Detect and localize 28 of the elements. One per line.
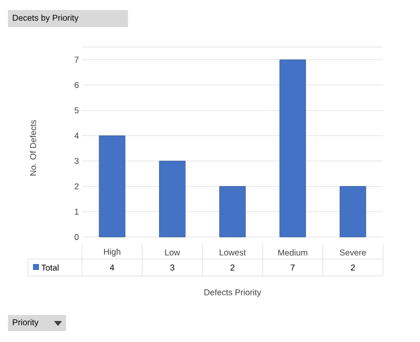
y-tick-label: 4 bbox=[74, 132, 79, 139]
x-tick-label: Low bbox=[165, 250, 180, 256]
y-tick-label: 5 bbox=[74, 107, 79, 114]
data-label: 2 bbox=[350, 264, 355, 270]
chart-title: Decets by Priority bbox=[12, 14, 79, 22]
x-tick-label: Lowest bbox=[220, 250, 246, 256]
text: Priority bbox=[12, 319, 39, 327]
y-tick-label: 2 bbox=[74, 183, 79, 190]
bar bbox=[159, 160, 186, 238]
x-tick-label: High bbox=[104, 248, 120, 256]
bar bbox=[98, 135, 126, 238]
data-label: 7 bbox=[290, 264, 295, 270]
bar bbox=[219, 186, 246, 238]
bar bbox=[280, 59, 306, 238]
data-label: 4 bbox=[110, 264, 114, 270]
legend-label: Total bbox=[41, 264, 59, 271]
y-axis-title: No. Of Defects bbox=[30, 120, 36, 176]
data-label: 3 bbox=[170, 264, 174, 270]
y-tick-label: 6 bbox=[74, 82, 79, 88]
y-tick-label: 0 bbox=[74, 234, 79, 240]
bar bbox=[340, 186, 366, 238]
y-tick-label: 3 bbox=[74, 158, 79, 164]
x-tick-label: Medium bbox=[278, 249, 308, 256]
y-tick-label: 1 bbox=[74, 208, 79, 215]
x-axis-title: Defects Priority bbox=[204, 289, 262, 297]
x-tick-label: Severe bbox=[340, 250, 366, 256]
data-label: 2 bbox=[230, 264, 234, 270]
y-tick-label: 7 bbox=[74, 56, 79, 63]
